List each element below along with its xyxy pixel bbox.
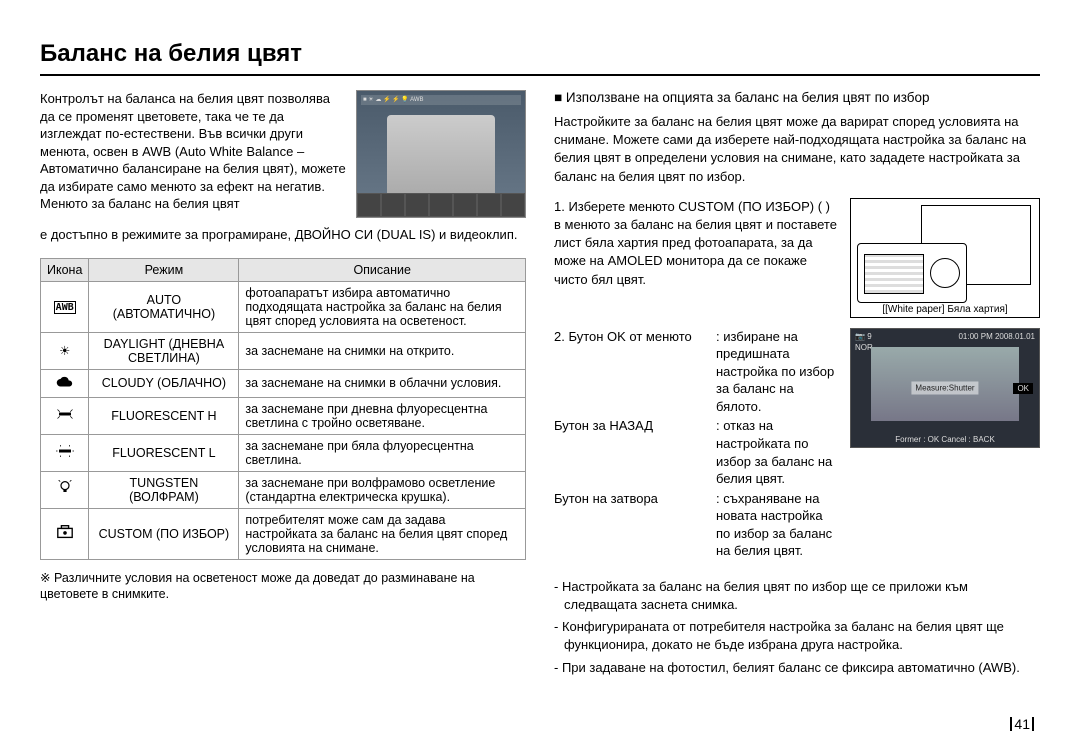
wb-desc: за заснемане при бяла флуоресцентна свет… <box>239 434 526 471</box>
right-column: Използване на опцията за баланс на белия… <box>554 90 1040 681</box>
wb-desc: за заснемане при волфрамово осветление (… <box>239 471 526 508</box>
table-row: FLUORESCENT Hза заснемане при дневна флу… <box>41 397 526 434</box>
wb-desc: за заснемане при дневна флуоресцентна св… <box>239 397 526 434</box>
screen-bottom: Former : OK Cancel : BACK <box>851 435 1039 444</box>
example-photo-thumb: ■ ☀ ☁ ⚡ ⚡ 💡 AWB <box>356 90 526 218</box>
custom-wb-notes: - Настройката за баланс на белия цвят по… <box>554 578 1040 677</box>
back-button-desc: : отказ на настройката по избор за балан… <box>716 417 838 487</box>
table-row: CUSTOM (ПО ИЗБОР)потребителят може сам д… <box>41 508 526 559</box>
camera-white-paper-illustration: [[White paper] Бяла хартия] <box>850 198 1040 318</box>
table-row: FLUORESCENT Lза заснемане при бяла флуор… <box>41 434 526 471</box>
wb-mode: CLOUDY (ОБЛАЧНО) <box>89 369 239 397</box>
white-paper-caption: [[White paper] Бяла хартия] <box>851 304 1039 315</box>
intro-text: Контролът на баланса на белия цвят позво… <box>40 90 346 218</box>
wb-icon-cloud <box>41 369 89 397</box>
page-title: Баланс на белия цвят <box>40 40 1040 76</box>
wb-desc: потребителят може сам да задава настройк… <box>239 508 526 559</box>
step-1-text: 1. Изберете менюто CUSTOM (ПО ИЗБОР) ( )… <box>554 198 838 318</box>
screen-datetime: 01:00 PM 2008.01.01 <box>958 332 1035 341</box>
wb-mode: CUSTOM (ПО ИЗБОР) <box>89 508 239 559</box>
wb-desc: фотоапаратът избира автоматично подходящ… <box>239 281 526 332</box>
ok-button-label: 2. Бутон OK от менюто <box>554 328 704 416</box>
wb-mode: AUTO (АВТОМАТИЧНО) <box>89 281 239 332</box>
intro-continued: е достъпно в режимите за програмиране, Д… <box>40 226 526 244</box>
note-1: - Настройката за баланс на белия цвят по… <box>554 578 1040 614</box>
screen-measure: Measure:Shutter <box>911 381 978 394</box>
note-3: - При задаване на фотостил, белият балан… <box>554 659 1040 677</box>
table-header-desc: Описание <box>239 258 526 281</box>
back-button-label: Бутон за НАЗАД <box>554 417 704 487</box>
table-header-icon: Икона <box>41 258 89 281</box>
wb-icon-cust <box>41 508 89 559</box>
wb-icon-sun: ☀ <box>41 332 89 369</box>
wb-icon-awb: AWB <box>41 281 89 332</box>
custom-wb-intro: Настройките за баланс на белия цвят може… <box>554 113 1040 186</box>
white-balance-table: Икона Режим Описание AWBAUTO (АВТОМАТИЧН… <box>40 258 526 560</box>
shutter-button-desc: : съхраняване на новата настройка по изб… <box>716 490 838 560</box>
wb-mode: TUNGSTEN (ВОЛФРАМ) <box>89 471 239 508</box>
shutter-button-label: Бутон на затвора <box>554 490 704 560</box>
footnote: ※ Различните условия на осветеност може … <box>40 570 526 604</box>
table-row: CLOUDY (ОБЛАЧНО)за заснемане на снимки в… <box>41 369 526 397</box>
table-header-mode: Режим <box>89 258 239 281</box>
wb-icon-fh <box>41 397 89 434</box>
note-2: - Конфигурираната от потребителя настрой… <box>554 618 1040 654</box>
screen-ok: OK <box>1013 383 1033 394</box>
table-row: TUNGSTEN (ВОЛФРАМ)за заснемане при волфр… <box>41 471 526 508</box>
wb-icon-fl <box>41 434 89 471</box>
wb-mode: DAYLIGHT (ДНЕВНА СВЕТЛИНА) <box>89 332 239 369</box>
page-number: 41 <box>1008 716 1036 732</box>
left-column: Контролът на баланса на белия цвят позво… <box>40 90 526 681</box>
table-row: ☀DAYLIGHT (ДНЕВНА СВЕТЛИНА)за заснемане … <box>41 332 526 369</box>
table-row: AWBAUTO (АВТОМАТИЧНО)фотоапаратът избира… <box>41 281 526 332</box>
wb-icon-bulb <box>41 471 89 508</box>
screen-top-left: 9 <box>867 332 871 341</box>
ok-button-desc: : избиране на предишната настройка по из… <box>716 328 838 416</box>
lcd-screen-illustration: 📷 9 01:00 PM 2008.01.01 NOR Measure:Shut… <box>850 328 1040 448</box>
custom-wb-subhead: Използване на опцията за баланс на белия… <box>554 90 1040 105</box>
wb-mode: FLUORESCENT H <box>89 397 239 434</box>
button-functions: 2. Бутон OK от менюто : избиране на пред… <box>554 328 838 560</box>
wb-desc: за заснемане на снимки на открито. <box>239 332 526 369</box>
wb-mode: FLUORESCENT L <box>89 434 239 471</box>
wb-desc: за заснемане на снимки в облачни условия… <box>239 369 526 397</box>
footnote-text: Различните условия на осветеност може да… <box>40 571 475 602</box>
